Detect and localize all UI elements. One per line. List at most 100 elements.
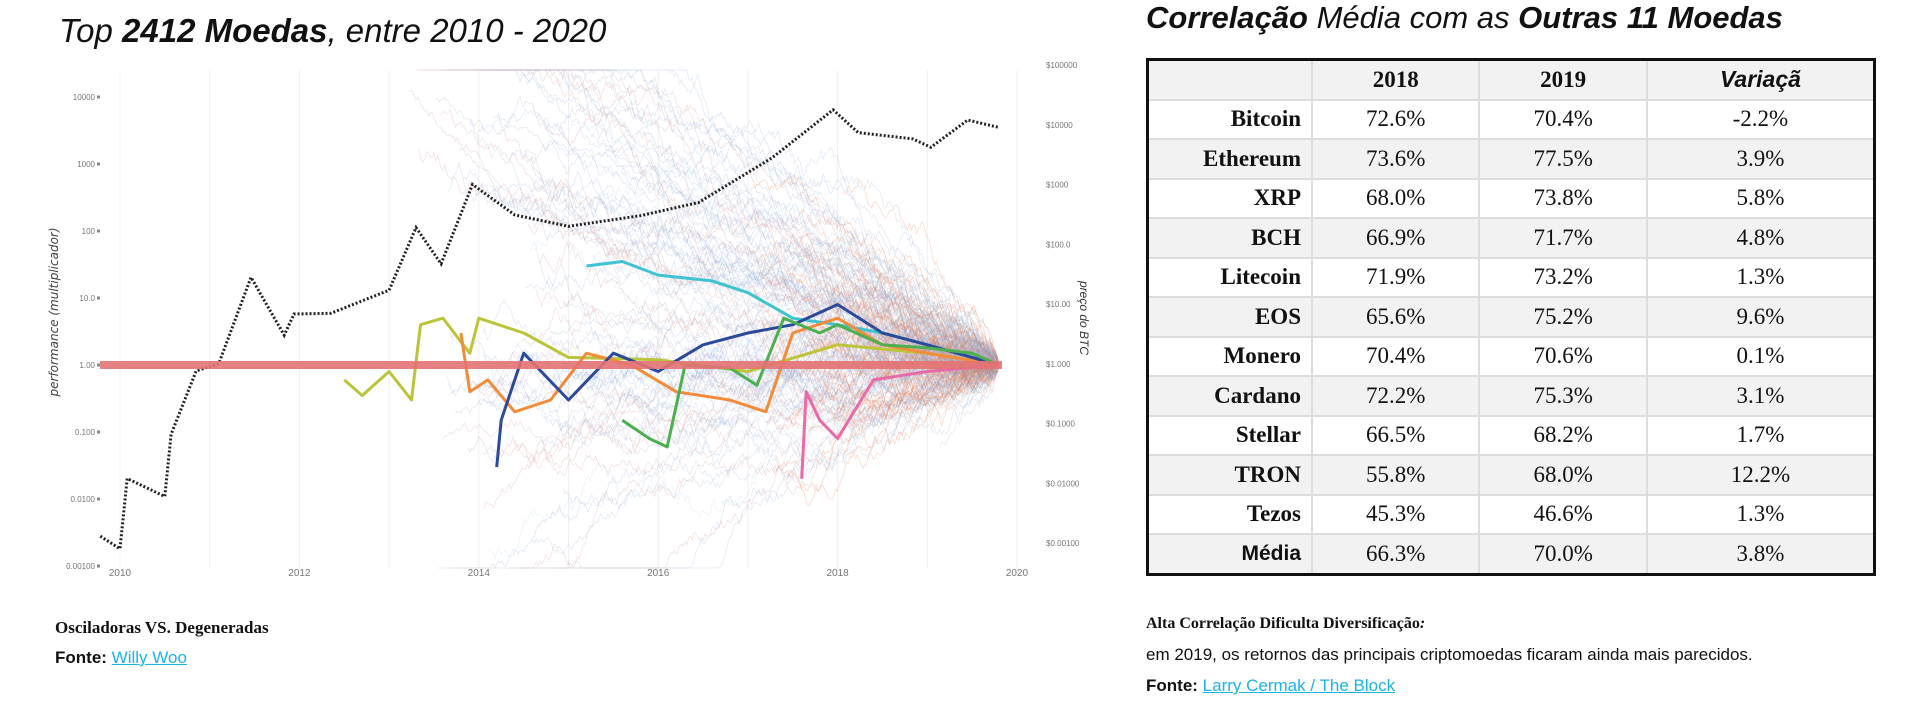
y-tick-mark: [97, 95, 100, 99]
coin-name: TRON: [1146, 454, 1313, 496]
value-2019: 75.3%: [1478, 375, 1648, 417]
y2-tick-label: $0.1000: [1046, 420, 1075, 429]
background-series-line: [440, 109, 1000, 366]
value-2019: 73.2%: [1478, 256, 1648, 298]
x-tick-label: 2014: [468, 568, 491, 579]
background-series-line: [665, 69, 1000, 372]
background-series-line: [435, 95, 1000, 368]
y-tick-label: 0.0100: [71, 495, 96, 504]
source-link-willy-woo[interactable]: Willy Woo: [111, 648, 187, 667]
background-series-line: [858, 259, 1000, 366]
background-series-line: [801, 313, 1000, 371]
table-row: Stellar 66.5% 68.2% 1.7%: [1146, 414, 1876, 456]
background-series-line: [787, 245, 1000, 366]
background-series-line: [514, 334, 1000, 402]
coin-name: EOS: [1146, 296, 1313, 338]
background-series-line: [839, 364, 1000, 422]
value-variacao: 3.8%: [1645, 533, 1876, 575]
caption-colon: :: [1419, 615, 1426, 632]
background-series-line: [580, 83, 1000, 366]
background-series-line: [920, 292, 1000, 366]
background-series-line: [966, 361, 1000, 379]
background-series-line: [469, 117, 1000, 366]
background-series-line: [878, 309, 1000, 398]
x-tick-label: 2018: [826, 568, 849, 579]
background-series-line: [550, 307, 1000, 370]
background-series-line: [856, 342, 1000, 386]
y-tick-mark: [97, 296, 100, 300]
y-tick-mark: [97, 363, 100, 367]
y2-tick-label: $10.00: [1046, 300, 1071, 309]
table-row: Litecoin 71.9% 73.2% 1.3%: [1146, 256, 1876, 298]
table-title: Correlação Média com as Outras 11 Moedas: [1146, 0, 1783, 36]
background-series-line: [487, 352, 1000, 560]
background-series-line: [770, 364, 1000, 431]
y-tick-label: 0.00100: [66, 562, 95, 571]
value-variacao: 0.1%: [1645, 335, 1876, 377]
background-series-line: [790, 343, 1000, 418]
chart-title: Top 2412 Moedas, entre 2010 - 2020: [59, 12, 606, 50]
background-series-line: [887, 361, 1000, 419]
background-series-line: [690, 354, 1000, 442]
background-series-line: [525, 139, 1000, 377]
source-link-the-block[interactable]: Larry Cermak / The Block: [1202, 676, 1396, 695]
background-series-line: [625, 217, 1000, 368]
background-series-line: [842, 178, 1000, 366]
series-line-dark-blue: [495, 303, 1000, 468]
value-2019: 46.6%: [1478, 493, 1648, 535]
background-series-line: [878, 299, 1000, 382]
table-row: BCH 66.9% 71.7% 4.8%: [1146, 217, 1876, 259]
background-series-line: [907, 312, 1000, 366]
source-label: Fonte:: [55, 648, 107, 667]
background-series-line: [498, 128, 1000, 376]
coin-name: Stellar: [1146, 414, 1313, 456]
background-series-line: [814, 250, 1000, 366]
background-series-line: [758, 268, 1000, 366]
background-series-line: [740, 333, 1000, 381]
table-source: Fonte: Larry Cermak / The Block: [1146, 676, 1395, 696]
coin-name: Litecoin: [1146, 256, 1313, 298]
y2-tick-label: $0.00100: [1046, 539, 1080, 548]
background-series-line: [453, 350, 1000, 569]
y-tick-label: 100: [82, 227, 96, 236]
value-variacao: 3.9%: [1645, 138, 1876, 180]
y-tick-mark: [97, 229, 100, 233]
background-series-line: [447, 162, 1000, 383]
value-2019: 75.2%: [1478, 296, 1648, 338]
y2-tick-label: $10000: [1046, 121, 1073, 130]
background-series-line: [498, 69, 1000, 366]
background-series-line: [581, 358, 1000, 412]
background-series-line: [670, 279, 1000, 366]
background-series-line: [623, 139, 1000, 376]
table-row: Cardano 72.2% 75.3% 3.1%: [1146, 375, 1876, 417]
value-variacao: 12.2%: [1645, 454, 1876, 496]
background-series-line: [864, 364, 1000, 411]
y-tick-label: 1.00: [79, 361, 95, 370]
table-row: TRON 55.8% 68.0% 12.2%: [1146, 454, 1876, 496]
background-series-line: [767, 362, 1000, 420]
background-series-line: [830, 364, 1000, 445]
y-tick-label: 1000: [77, 160, 95, 169]
title-bold-2: Outras 11 Moedas: [1518, 0, 1783, 35]
background-series-line: [537, 241, 1000, 391]
background-series-line: [442, 364, 1000, 445]
x-tick-label: 2012: [288, 568, 311, 579]
background-series-line: [858, 354, 1000, 423]
correlation-table: 2018 2019 Variaçã Bitcoin 72.6% 70.4% -2.2%…: [1146, 58, 1876, 576]
y-tick-mark: [97, 162, 100, 166]
background-series-line: [485, 346, 1000, 456]
background-series-line: [774, 347, 1000, 500]
table-row: XRP 68.0% 73.8% 5.8%: [1146, 177, 1876, 219]
background-series-line: [821, 345, 1000, 372]
background-series-line: [833, 359, 1000, 426]
background-series-line: [467, 356, 1000, 476]
value-variacao: 1.3%: [1645, 493, 1876, 535]
background-series-line: [819, 359, 1000, 414]
header-variacao: Variaçã: [1645, 58, 1876, 101]
background-series-line: [448, 69, 1000, 380]
coin-name: Cardano: [1146, 375, 1313, 417]
y2-tick-label: $100.0: [1046, 240, 1071, 249]
background-series-line: [787, 175, 1000, 373]
series-line-green: [621, 316, 1000, 449]
